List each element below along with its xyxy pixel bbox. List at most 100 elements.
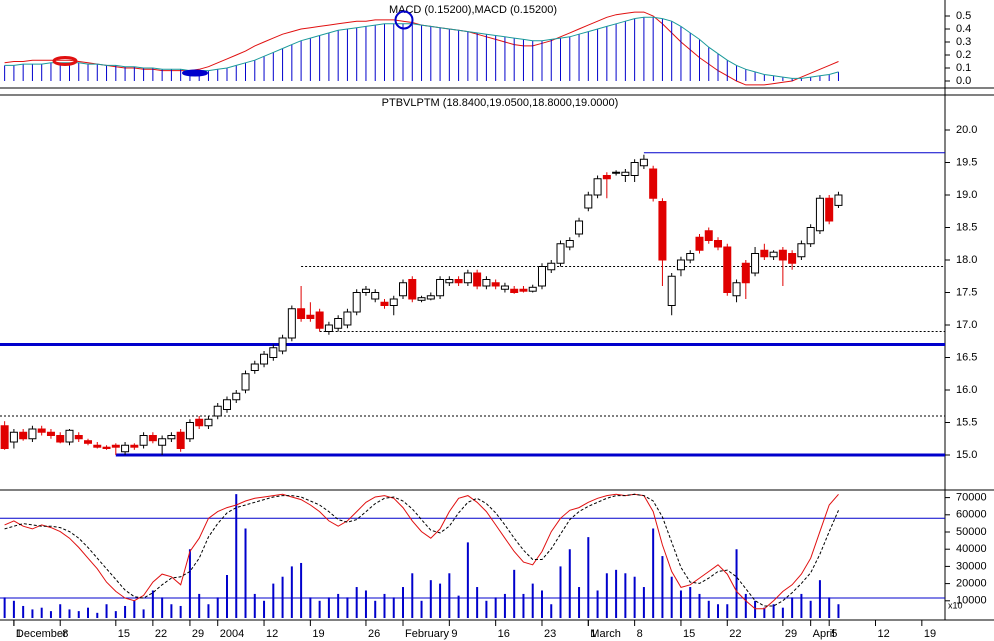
- candle-body: [306, 314, 315, 319]
- candle-body: [56, 435, 65, 443]
- candle-body: [250, 363, 259, 371]
- candle-body: [287, 308, 296, 339]
- candle-body: [371, 292, 380, 300]
- series-line: [4, 16, 839, 79]
- candle-body: [556, 243, 565, 264]
- candle-body: [158, 438, 167, 446]
- y-tick-label: 0.3: [956, 36, 971, 48]
- candle-body: [28, 428, 37, 440]
- candle-body: [111, 444, 120, 448]
- candle-body: [639, 158, 648, 167]
- candle-body: [463, 272, 472, 284]
- candle-body: [241, 373, 250, 391]
- candle-body: [65, 429, 74, 443]
- candle-body: [510, 288, 519, 293]
- candle-body: [361, 288, 370, 293]
- candle-body: [426, 295, 435, 300]
- candle-body: [602, 175, 611, 180]
- candle-body: [547, 262, 556, 271]
- x-tick-label: 9: [451, 628, 457, 640]
- candle-body: [74, 435, 83, 440]
- candle-body: [788, 253, 797, 264]
- y-tick-label: 40000: [956, 543, 987, 555]
- candle-body: [121, 444, 130, 453]
- candle-body: [130, 444, 139, 448]
- x-tick-label: 26: [368, 628, 380, 640]
- y-tick-label: 15.5: [956, 416, 977, 428]
- y-tick-label: 17.0: [956, 319, 977, 331]
- candle-body: [139, 435, 148, 446]
- x-tick-label: 22: [729, 628, 741, 640]
- y-tick-label: 17.5: [956, 286, 977, 298]
- candle-body: [408, 279, 417, 300]
- candle-body: [491, 282, 500, 287]
- candle-body: [500, 285, 509, 290]
- x-tick-label: 1: [590, 628, 596, 640]
- y-tick-label: 18.0: [956, 254, 977, 266]
- x-tick-label: 12: [878, 628, 890, 640]
- candle-body: [204, 418, 213, 427]
- y-tick-label: 19.0: [956, 189, 977, 201]
- candle-body: [751, 253, 760, 274]
- series-line: [4, 493, 839, 607]
- candle-body: [575, 220, 584, 235]
- x-tick-label: 8: [62, 628, 68, 640]
- y-tick-label: 19.5: [956, 156, 977, 168]
- candle-body: [417, 297, 426, 301]
- candle-body: [528, 286, 537, 292]
- y-tick-label: 70000: [956, 492, 987, 504]
- y-tick-label: 0.4: [956, 23, 971, 35]
- candle-body: [436, 279, 445, 297]
- price-title: PTBVLPTM (18.8400,19.0500,18.8000,19.000…: [382, 97, 619, 109]
- candle-body: [723, 246, 732, 293]
- y-tick-label: 0.1: [956, 62, 971, 74]
- candle-body: [732, 282, 741, 297]
- candle-body: [695, 236, 704, 251]
- candle-body: [343, 311, 352, 326]
- candle-body: [84, 440, 93, 444]
- y-tick-label: 20.0: [956, 124, 977, 136]
- candle-body: [584, 194, 593, 209]
- x-tick-label: 29: [785, 628, 797, 640]
- candle-body: [278, 337, 287, 352]
- x-tick-label: 2004: [220, 628, 244, 640]
- y-tick-label: 30000: [956, 560, 987, 572]
- candle-body: [176, 431, 185, 449]
- candle-body: [658, 201, 667, 261]
- candle-body: [565, 240, 574, 248]
- x-tick-label: February: [405, 628, 450, 640]
- candle-body: [473, 272, 482, 287]
- candle-body: [167, 435, 176, 440]
- plot-layer: MACD (0.15200),MACD (0.15200) PTBVLPTM (…: [0, 0, 994, 621]
- candle-body: [389, 298, 398, 306]
- x-tick-label: 16: [498, 628, 510, 640]
- candle-body: [519, 288, 528, 292]
- candle-body: [445, 279, 454, 284]
- candle-body: [46, 431, 55, 436]
- candle-body: [741, 262, 750, 284]
- candle-body: [315, 311, 324, 329]
- candle-body: [454, 279, 463, 284]
- macd-marker: [52, 56, 78, 66]
- scale-note: x10: [948, 600, 963, 610]
- candle-body: [714, 240, 723, 248]
- x-tick-label: December: [16, 628, 67, 640]
- y-tick-label: 16.0: [956, 384, 977, 396]
- x-tick-label: 15: [683, 628, 695, 640]
- candle-body: [195, 418, 204, 427]
- candle-body: [269, 347, 278, 358]
- candle-body: [667, 275, 676, 306]
- x-tick-label: 29: [192, 628, 204, 640]
- candle-body: [676, 259, 685, 271]
- candle-body: [815, 197, 824, 232]
- candle-body: [0, 425, 9, 449]
- x-tick-label: 19: [312, 628, 324, 640]
- candle-body: [232, 392, 241, 401]
- x-tick-label: 23: [544, 628, 556, 640]
- y-tick-label: 60000: [956, 509, 987, 521]
- y-tick-label: 50000: [956, 526, 987, 538]
- y-tick-label: 16.5: [956, 351, 977, 363]
- candle-body: [621, 171, 630, 176]
